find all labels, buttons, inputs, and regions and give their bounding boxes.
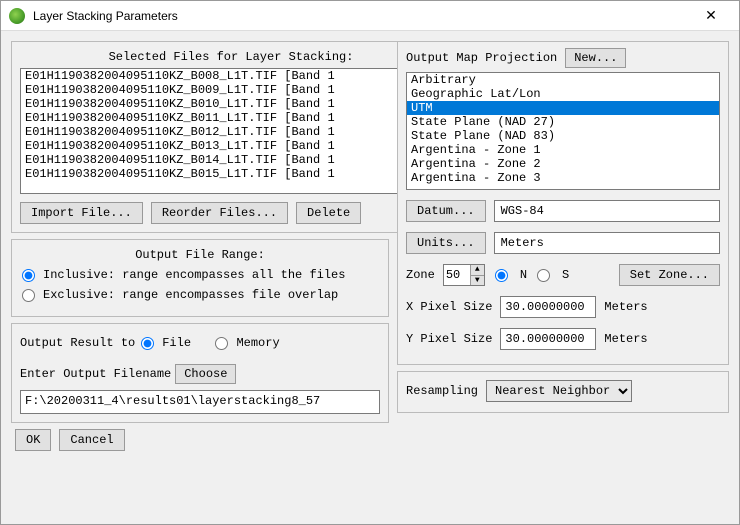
zone-n-radio[interactable] [495, 269, 508, 282]
projection-list-item[interactable]: UTM [407, 101, 719, 115]
cancel-button[interactable]: Cancel [59, 429, 124, 451]
projection-list-item[interactable]: Argentina - Zone 1 [407, 143, 719, 157]
file-list-item[interactable]: E01H1190382004095110KZ_B014_L1T.TIF [Ban… [21, 153, 441, 167]
x-pixel-label: X Pixel Size [406, 300, 492, 314]
datum-row: Datum... WGS-84 [406, 200, 720, 222]
projection-list-item[interactable]: Arbitrary [407, 73, 719, 87]
output-result-label: Output Result to [20, 336, 135, 350]
zone-up-icon[interactable]: ▲ [470, 265, 484, 276]
zone-input[interactable] [444, 265, 470, 285]
projection-list-item[interactable]: Argentina - Zone 3 [407, 171, 719, 185]
projection-group: Output Map Projection New... ArbitraryGe… [397, 41, 729, 365]
resampling-row: Resampling Nearest Neighbor [406, 380, 720, 402]
projection-label: Output Map Projection [406, 51, 557, 65]
choose-button[interactable]: Choose [175, 364, 236, 384]
x-pixel-row: X Pixel Size Meters [406, 296, 720, 318]
footer-buttons: OK Cancel [11, 429, 389, 451]
files-group: Selected Files for Layer Stacking: E01H1… [11, 41, 451, 233]
inclusive-radio-row: Inclusive: range encompasses all the fil… [20, 268, 380, 282]
dialog-window: Layer Stacking Parameters ✕ Selected Fil… [0, 0, 740, 525]
projection-list-item[interactable]: Argentina - Zone 2 [407, 157, 719, 171]
zone-spinbox[interactable]: ▲ ▼ [443, 264, 485, 286]
output-file-label: File [162, 336, 191, 350]
delete-button[interactable]: Delete [296, 202, 361, 224]
zone-n-label: N [520, 268, 527, 282]
y-pixel-row: Y Pixel Size Meters [406, 328, 720, 350]
output-file-radio[interactable] [141, 337, 154, 350]
zone-row: Zone ▲ ▼ N S Set Zone... [406, 264, 720, 286]
units-value: Meters [494, 232, 720, 254]
zone-s-radio[interactable] [537, 269, 550, 282]
zone-label: Zone [406, 268, 435, 282]
exclusive-radio[interactable] [22, 289, 35, 302]
zone-down-icon[interactable]: ▼ [470, 276, 484, 286]
datum-value: WGS-84 [494, 200, 720, 222]
units-row: Units... Meters [406, 232, 720, 254]
output-memory-label: Memory [236, 336, 279, 350]
output-result-row: Output Result to File Memory [20, 336, 380, 350]
datum-button[interactable]: Datum... [406, 200, 486, 222]
set-zone-button[interactable]: Set Zone... [619, 264, 720, 286]
files-listbox[interactable]: E01H1190382004095110KZ_B008_L1T.TIF [Ban… [20, 68, 442, 194]
file-list-item[interactable]: E01H1190382004095110KZ_B008_L1T.TIF [Ban… [21, 69, 441, 83]
inclusive-radio[interactable] [22, 269, 35, 282]
titlebar: Layer Stacking Parameters ✕ [1, 1, 739, 31]
resampling-select[interactable]: Nearest Neighbor [486, 380, 632, 402]
y-pixel-input[interactable] [500, 328, 596, 350]
reorder-files-button[interactable]: Reorder Files... [151, 202, 288, 224]
ok-button[interactable]: OK [15, 429, 51, 451]
exclusive-label: Exclusive: range encompasses file overla… [43, 288, 338, 302]
window-title: Layer Stacking Parameters [33, 9, 691, 23]
x-pixel-unit: Meters [604, 300, 647, 314]
file-list-item[interactable]: E01H1190382004095110KZ_B012_L1T.TIF [Ban… [21, 125, 441, 139]
files-group-title: Selected Files for Layer Stacking: [20, 50, 442, 64]
app-icon [9, 8, 25, 24]
resampling-group: Resampling Nearest Neighbor [397, 371, 729, 413]
projection-listbox[interactable]: ArbitraryGeographic Lat/LonUTMState Plan… [406, 72, 720, 190]
enter-filename-row: Enter Output Filename Choose [20, 364, 380, 384]
new-projection-button[interactable]: New... [565, 48, 626, 68]
import-file-button[interactable]: Import File... [20, 202, 143, 224]
close-icon[interactable]: ✕ [691, 1, 731, 31]
projection-header-row: Output Map Projection New... [406, 48, 720, 68]
projection-list-item[interactable]: State Plane (NAD 83) [407, 129, 719, 143]
range-group: Output File Range: Inclusive: range enco… [11, 239, 389, 317]
range-group-title: Output File Range: [20, 248, 380, 262]
output-filename-display[interactable]: F:\20200311_4\results01\layerstacking8_5… [20, 390, 380, 414]
zone-s-label: S [562, 268, 569, 282]
exclusive-radio-row: Exclusive: range encompasses file overla… [20, 288, 380, 302]
output-memory-radio[interactable] [215, 337, 228, 350]
x-pixel-input[interactable] [500, 296, 596, 318]
file-list-item[interactable]: E01H1190382004095110KZ_B011_L1T.TIF [Ban… [21, 111, 441, 125]
file-list-item[interactable]: E01H1190382004095110KZ_B015_L1T.TIF [Ban… [21, 167, 441, 181]
left-column: Selected Files for Layer Stacking: E01H1… [11, 41, 389, 451]
file-list-item[interactable]: E01H1190382004095110KZ_B013_L1T.TIF [Ban… [21, 139, 441, 153]
output-group: Output Result to File Memory Enter Outpu… [11, 323, 389, 423]
y-pixel-unit: Meters [604, 332, 647, 346]
content-area: Selected Files for Layer Stacking: E01H1… [1, 31, 739, 461]
resampling-label: Resampling [406, 384, 478, 398]
inclusive-label: Inclusive: range encompasses all the fil… [43, 268, 345, 282]
files-buttons-row: Import File... Reorder Files... Delete [20, 202, 442, 224]
file-list-item[interactable]: E01H1190382004095110KZ_B010_L1T.TIF [Ban… [21, 97, 441, 111]
right-column: Output Map Projection New... ArbitraryGe… [397, 41, 729, 451]
units-button[interactable]: Units... [406, 232, 486, 254]
y-pixel-label: Y Pixel Size [406, 332, 492, 346]
projection-list-item[interactable]: State Plane (NAD 27) [407, 115, 719, 129]
enter-filename-label: Enter Output Filename [20, 367, 171, 381]
file-list-item[interactable]: E01H1190382004095110KZ_B009_L1T.TIF [Ban… [21, 83, 441, 97]
projection-list-item[interactable]: Geographic Lat/Lon [407, 87, 719, 101]
